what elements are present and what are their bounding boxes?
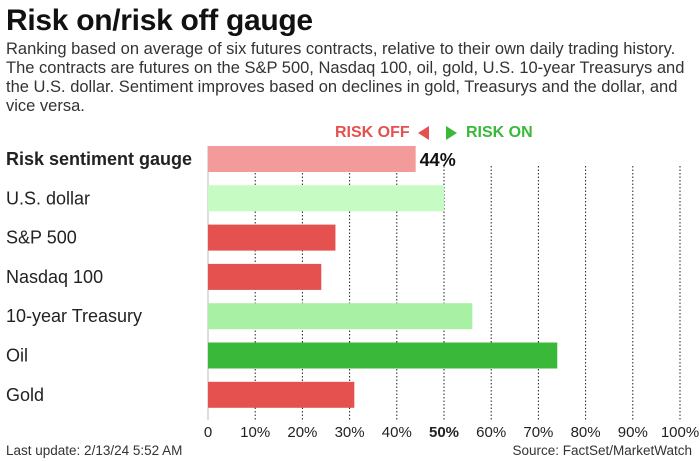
bar [208, 146, 416, 172]
bar [208, 185, 444, 212]
bar [208, 381, 355, 408]
bar [208, 342, 558, 369]
bar [208, 224, 336, 251]
arrow-right-icon [446, 126, 457, 140]
tick-label: 100% [661, 424, 699, 441]
category-label: U.S. dollar [6, 188, 90, 208]
risk-on-label: RISK ON [466, 124, 533, 141]
tick-label: 0 [204, 424, 212, 441]
last-update: Last update: 2/13/24 5:52 AM [6, 443, 183, 458]
subtitle: Ranking based on average of six futures … [6, 40, 685, 115]
category-label: 10-year Treasury [6, 306, 142, 326]
data-label: 44% [420, 150, 456, 170]
tick-label: 50% [429, 424, 459, 441]
tick-label: 70% [523, 424, 553, 441]
tick-label: 90% [618, 424, 648, 441]
risk-off-label: RISK OFF [335, 124, 410, 141]
tick-label: 30% [335, 424, 365, 441]
bar [208, 303, 473, 330]
category-label: Oil [6, 346, 28, 366]
category-label: Risk sentiment gauge [6, 149, 192, 169]
category-label: S&P 500 [6, 228, 77, 248]
tick-label: 80% [571, 424, 601, 441]
bar [208, 263, 322, 290]
category-label: Nasdaq 100 [6, 267, 103, 287]
tick-label: 40% [382, 424, 412, 441]
tick-label: 60% [476, 424, 506, 441]
source: Source: FactSet/MarketWatch [512, 443, 692, 458]
category-label: Gold [6, 385, 44, 405]
tick-label: 20% [287, 424, 317, 441]
title: Risk on/risk off gauge [6, 4, 313, 37]
arrow-left-icon [418, 126, 429, 140]
tick-label: 10% [240, 424, 270, 441]
